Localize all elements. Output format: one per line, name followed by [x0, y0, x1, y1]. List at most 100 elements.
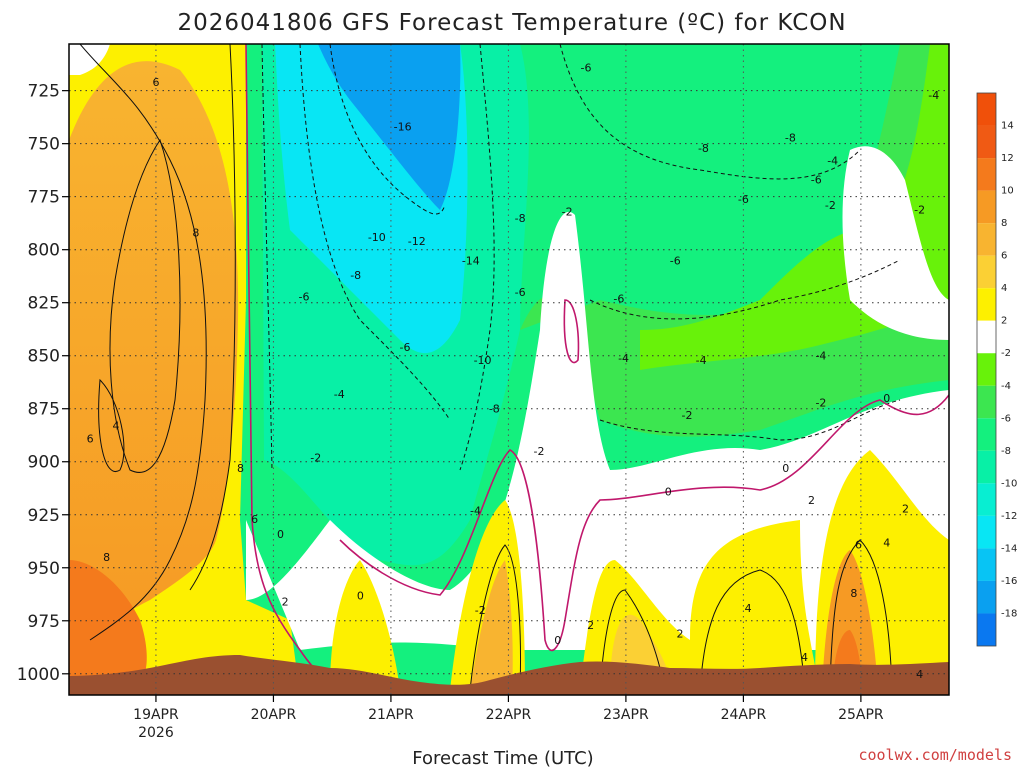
contour-pocket-3 [699, 569, 806, 691]
contour-label-35: 0 [665, 485, 672, 498]
colorbar: 14 12 10 8 6 4 2 -2 -4 -6 -8 -10 -12 -14 -16 -18 [976, 92, 1017, 647]
contour-pocket-4 [829, 539, 893, 691]
colorbar-label-1: 12 [1001, 153, 1014, 164]
contour-pocket-2 [599, 589, 666, 691]
contour-label-34: -2 [682, 409, 693, 422]
contour-label-29: -6 [580, 61, 591, 74]
contour-label-text-15: -12 [408, 235, 426, 248]
colorbar-frame [976, 92, 997, 647]
contour-label-25: -2 [562, 206, 573, 219]
contour-label-text-40: 0 [782, 462, 789, 475]
contour-dash-2 [299, 44, 451, 421]
x-tick-label-2: 21APR [368, 707, 414, 723]
colorbar-label-0: 14 [1001, 121, 1014, 132]
contour-label-text-44: -2 [825, 199, 836, 212]
contour-label-text-38: -6 [738, 193, 749, 206]
field-near-zero-top [842, 146, 949, 340]
y-tick-label-11: 1000 [17, 665, 60, 685]
contour-label-27: 0 [554, 634, 561, 647]
contour-label-text-6: 8 [103, 551, 110, 564]
contour-label-text-19: -10 [474, 354, 492, 367]
y-tick-label-0: 725 [28, 82, 60, 102]
contour-label-43: -4 [827, 155, 838, 168]
contour-dash-5 [559, 44, 861, 180]
contour-label-37: -8 [698, 142, 709, 155]
x-tick-label-4: 23APR [603, 707, 649, 723]
contour-label-11: -4 [334, 388, 345, 401]
contour-label-text-23: -6 [515, 286, 526, 299]
contour-dash-6 [589, 259, 901, 320]
y-tick-label-8: 925 [28, 506, 60, 526]
contour-label-19: -10 [474, 354, 492, 367]
contour-label-text-27: 0 [554, 634, 561, 647]
contour-label-30: -6 [613, 292, 624, 305]
contour-label-48: 4 [801, 651, 808, 664]
contour-label-text-54: -4 [928, 89, 939, 102]
contour-label-text-25: -2 [562, 206, 573, 219]
contour-label-text-41: 4 [745, 602, 752, 615]
contour-label-3: 6 [87, 432, 94, 445]
x-tick-label-3: 22APR [486, 707, 532, 723]
chart-title: 2026041806 GFS Forecast Temperature (ºC)… [177, 10, 846, 36]
contour-label-39: -8 [785, 131, 796, 144]
contour-label-text-14: -10 [368, 231, 386, 244]
y-tick-label-5: 850 [28, 347, 60, 367]
y-axis: 725 750 775 800 825 850 875 900 925 950 975 1000 [17, 82, 69, 685]
colorbar-label-9: -6 [1001, 413, 1011, 424]
colorbar-label-2: 10 [1001, 186, 1014, 197]
contour-label-56: 4 [916, 668, 923, 681]
colorbar-swatch-10 [977, 450, 996, 484]
contour-label-text-20: -8 [489, 403, 500, 416]
contour-label-text-55: -2 [914, 203, 925, 216]
field-warm-pocket-1 [330, 560, 400, 690]
colorbar-swatch-3 [977, 223, 996, 256]
contour-dash-3 [329, 44, 446, 215]
field-cold-deep [318, 44, 461, 210]
colorbar-swatch-14 [977, 580, 996, 614]
contour-label-28: 2 [587, 619, 594, 632]
contour-label-text-31: -4 [618, 352, 629, 365]
contour-label-6: 8 [103, 551, 110, 564]
x-axis: 19APR 2026 20APR 21APR 22APR 23APR 24APR 25APR [133, 695, 884, 741]
field-warm-left-core [69, 61, 239, 650]
x-tick-label-1: 20APR [251, 707, 297, 723]
colorbar-swatch-6 [977, 320, 996, 354]
contour-label-54: -4 [928, 89, 939, 102]
contour-label-21: -4 [470, 505, 481, 518]
contour-label-22: -2 [475, 604, 486, 617]
colorbar-swatch-11 [977, 483, 996, 516]
contour-label-18: -14 [462, 254, 480, 267]
contour-label-text-34: -2 [682, 409, 693, 422]
contour-warm-3 [98, 378, 125, 472]
contour-label-23: -6 [515, 286, 526, 299]
contour-label-12: -6 [298, 290, 309, 303]
contour-label-7: 0 [277, 528, 284, 541]
contour-pocket-1 [469, 544, 521, 691]
contour-label-text-35: 0 [665, 485, 672, 498]
colorbar-label-14: -16 [1001, 576, 1017, 587]
field-near-zero-corner [69, 44, 110, 75]
contour-label-text-52: 4 [883, 536, 890, 549]
contour-label-text-47: 2 [808, 494, 815, 507]
credit-link[interactable]: coolwx.com/models [858, 746, 1012, 764]
x-tick-label-0: 19APR [133, 707, 179, 723]
contour-label-text-49: 0 [883, 392, 890, 405]
contour-label-40: 0 [782, 462, 789, 475]
contour-label-45: -4 [815, 350, 826, 363]
zero-contour-left [245, 44, 346, 693]
contour-label-text-9: 0 [357, 589, 364, 602]
colorbar-swatch-0 [977, 125, 996, 159]
contour-label-4: 8 [237, 462, 244, 475]
contour-label-text-36: 2 [676, 628, 683, 641]
contour-label-text-1: 8 [192, 227, 199, 240]
grid-lines [69, 44, 949, 695]
terrain [69, 655, 949, 695]
contour-label-text-30: -6 [613, 292, 624, 305]
field-warm-pocket-2-core [470, 560, 513, 690]
contour-label-text-2: 4 [112, 420, 119, 433]
contour-label-55: -2 [914, 203, 925, 216]
contour-label-text-51: 8 [850, 587, 857, 600]
y-tick-label-7: 900 [28, 453, 60, 473]
colorbar-label-12: -12 [1001, 511, 1017, 522]
